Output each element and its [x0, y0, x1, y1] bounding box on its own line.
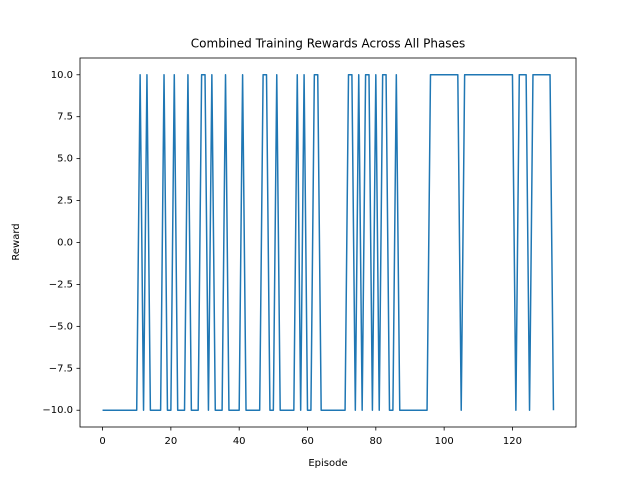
- y-tick-label: −7.5: [49, 363, 73, 374]
- x-tick-label: 60: [301, 436, 314, 447]
- x-tick-label: 0: [99, 436, 105, 447]
- y-tick-label: 2.5: [57, 196, 73, 207]
- series-line: [102, 74, 555, 411]
- y-tick-label: −10.0: [42, 405, 73, 416]
- chart-title: Combined Training Rewards Across All Pha…: [191, 37, 465, 51]
- y-tick-label: 5.0: [57, 154, 73, 165]
- y-tick-label: 0.0: [57, 238, 73, 249]
- x-tick-label: 40: [233, 436, 246, 447]
- y-axis-label: Reward: [11, 223, 22, 260]
- y-tick-label: −2.5: [49, 279, 73, 290]
- y-tick-label: 7.5: [57, 112, 73, 123]
- x-tick-label: 120: [503, 436, 522, 447]
- y-tick-label: −5.0: [49, 321, 73, 332]
- x-axis-label: Episode: [308, 458, 347, 469]
- x-tick-label: 100: [435, 436, 454, 447]
- plot-frame: [79, 57, 577, 428]
- y-tick-label: 10.0: [51, 70, 73, 81]
- x-tick-label: 20: [164, 436, 177, 447]
- x-tick-label: 80: [369, 436, 382, 447]
